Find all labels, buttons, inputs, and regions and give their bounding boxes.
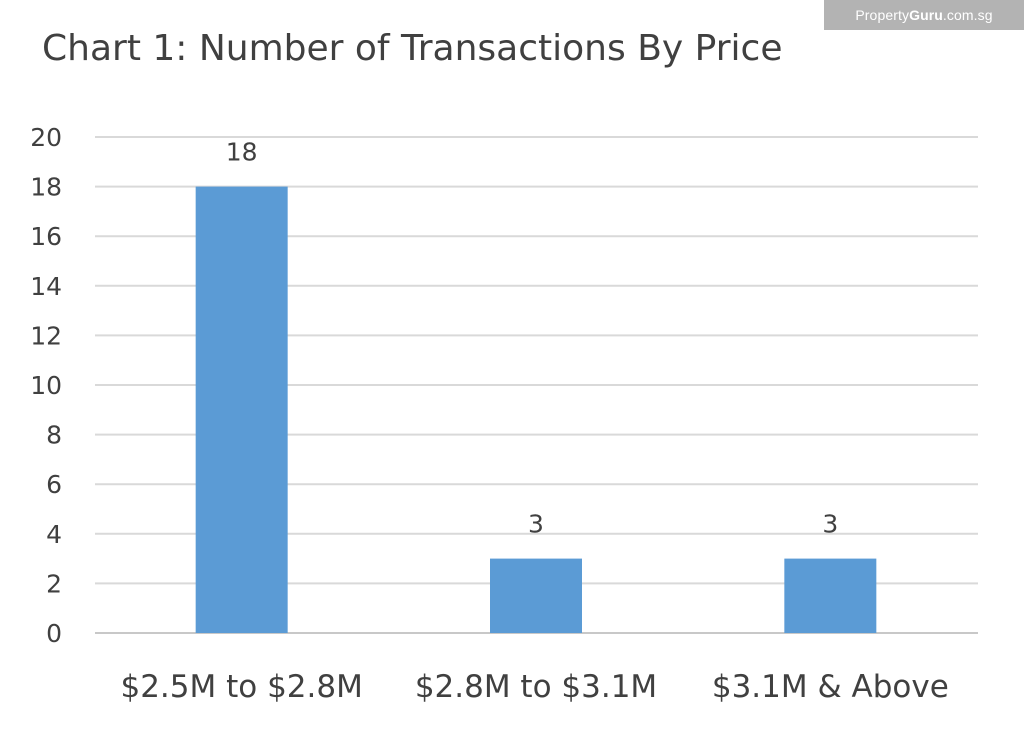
x-tick-label: $2.8M to $3.1M	[415, 669, 657, 705]
y-tick-label: 8	[46, 421, 62, 450]
watermark-suffix: .com.sg	[942, 7, 993, 23]
watermark-brand: Guru	[909, 7, 943, 23]
y-tick-label: 16	[30, 222, 62, 251]
data-label: 3	[528, 510, 544, 539]
watermark-prefix: Property	[855, 7, 910, 23]
y-tick-label: 14	[30, 272, 62, 301]
y-tick-label: 4	[46, 520, 62, 549]
y-tick-label: 12	[30, 321, 62, 350]
y-tick-label: 6	[46, 470, 62, 499]
chart-title: Chart 1: Number of Transactions By Price	[42, 28, 783, 69]
data-label: 18	[226, 138, 258, 167]
bar	[490, 558, 582, 633]
x-tick-label: $2.5M to $2.8M	[120, 669, 362, 705]
y-tick-label: 18	[30, 173, 62, 202]
y-tick-label: 0	[46, 619, 62, 648]
data-label: 3	[822, 510, 838, 539]
y-tick-label: 10	[30, 371, 62, 400]
propertyguru-watermark: PropertyGuru.com.sg	[824, 0, 1024, 30]
bar	[784, 558, 877, 633]
bar	[195, 186, 288, 633]
y-tick-label: 2	[46, 569, 62, 598]
x-tick-label: $3.1M & Above	[712, 669, 949, 705]
y-tick-label: 20	[30, 123, 62, 152]
